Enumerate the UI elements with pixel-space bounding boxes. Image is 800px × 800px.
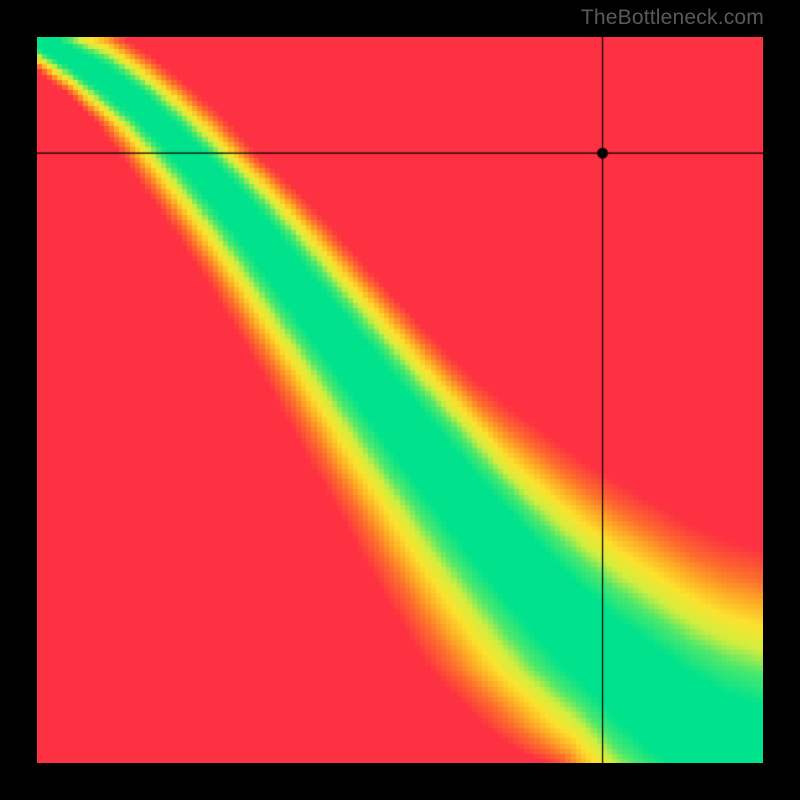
watermark-text: TheBottleneck.com (581, 6, 764, 30)
bottleneck-heatmap (37, 37, 763, 763)
figure-container: TheBottleneck.com (0, 0, 800, 800)
